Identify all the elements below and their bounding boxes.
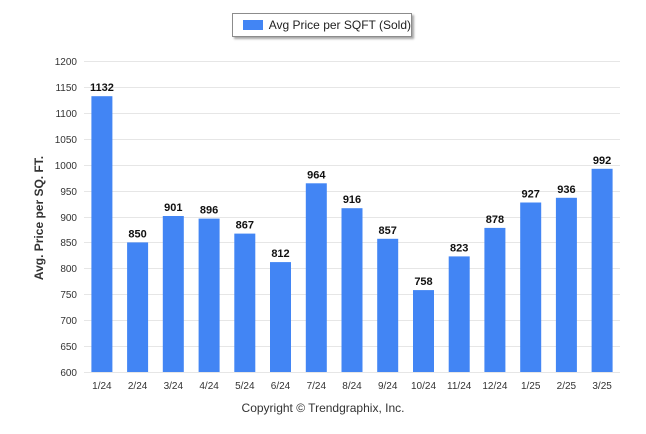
x-tick-label: 1/25: [521, 381, 541, 392]
bar[interactable]: [162, 216, 184, 372]
bar[interactable]: [305, 183, 327, 372]
x-tick-label: 2/25: [557, 381, 577, 392]
y-tick-label: 850: [60, 238, 77, 249]
bars: [91, 96, 613, 373]
data-label: 812: [271, 248, 289, 260]
y-tick-label: 950: [60, 187, 77, 198]
x-tick-label: 4/24: [199, 381, 219, 392]
bar[interactable]: [448, 256, 470, 372]
legend-swatch: [243, 20, 263, 30]
data-label: 936: [557, 184, 575, 196]
y-tick-label: 650: [60, 342, 77, 353]
y-tick-label: 1150: [55, 83, 77, 94]
data-label: 927: [522, 189, 540, 201]
bar[interactable]: [413, 290, 434, 372]
data-label: 1132: [90, 82, 114, 94]
data-label: 916: [343, 194, 361, 206]
y-tick-label: 1000: [55, 161, 78, 172]
y-tick-label: 800: [60, 264, 77, 275]
data-label: 878: [486, 214, 504, 226]
bar[interactable]: [377, 238, 399, 372]
x-tick-label: 10/24: [411, 381, 436, 392]
y-tick-label: 750: [60, 290, 77, 301]
data-label: 758: [414, 276, 432, 288]
x-tick-label: 11/24: [447, 381, 472, 392]
y-tick-label: 700: [60, 316, 77, 327]
data-label: 964: [307, 169, 326, 181]
x-tick-label: 8/24: [342, 381, 362, 392]
bar[interactable]: [234, 233, 256, 372]
bar[interactable]: [91, 96, 113, 372]
y-tick-label: 1100: [55, 109, 77, 120]
x-tick-label: 12/24: [482, 381, 507, 392]
x-tick-label: 1/24: [92, 381, 112, 392]
data-label: 896: [200, 205, 218, 217]
y-tick-label: 600: [60, 368, 77, 379]
x-tick-label: 3/25: [592, 381, 612, 392]
y-tick-label: 1200: [55, 57, 78, 68]
x-tick-label: 7/24: [307, 381, 327, 392]
x-tick-label: 2/24: [128, 381, 148, 392]
data-label: 867: [236, 220, 254, 232]
x-tick-label: 6/24: [271, 381, 291, 392]
bar[interactable]: [555, 197, 577, 372]
y-axis-ticks: 600 650 700 750 800 850 900 950 1000 1050 1100 1150…: [55, 57, 78, 379]
legend-label: Avg Price per SQFT (Sold): [268, 18, 411, 32]
bar[interactable]: [270, 262, 291, 372]
bar[interactable]: [341, 208, 363, 372]
bar[interactable]: [484, 227, 506, 372]
copyright-text: Copyright © Trendgraphix, Inc.: [241, 401, 405, 415]
data-label: 992: [593, 155, 611, 167]
bar[interactable]: [198, 218, 220, 372]
x-tick-label: 9/24: [378, 381, 398, 392]
bar[interactable]: [127, 242, 149, 372]
legend[interactable]: Avg Price per SQFT (Sold): [232, 13, 412, 37]
y-axis-label: Avg. Price per SQ. FT.: [32, 155, 46, 281]
bar[interactable]: [591, 168, 613, 372]
data-label: 901: [164, 202, 182, 214]
x-tick-label: 5/24: [235, 381, 255, 392]
y-tick-label: 1050: [55, 135, 78, 146]
x-tick-label: 3/24: [164, 381, 184, 392]
x-axis-ticks: 1/24 2/24 3/24 4/24 5/24 6/24 7/24 8/24 9/24 10/2…: [92, 381, 612, 392]
bar[interactable]: [520, 202, 542, 373]
data-label: 857: [379, 225, 397, 237]
y-tick-label: 900: [60, 213, 77, 224]
data-label: 850: [128, 228, 146, 240]
data-labels: 1132 850 901 896 867 812 964 916 857 758 823 878 927…: [90, 82, 611, 288]
data-label: 823: [450, 242, 468, 254]
